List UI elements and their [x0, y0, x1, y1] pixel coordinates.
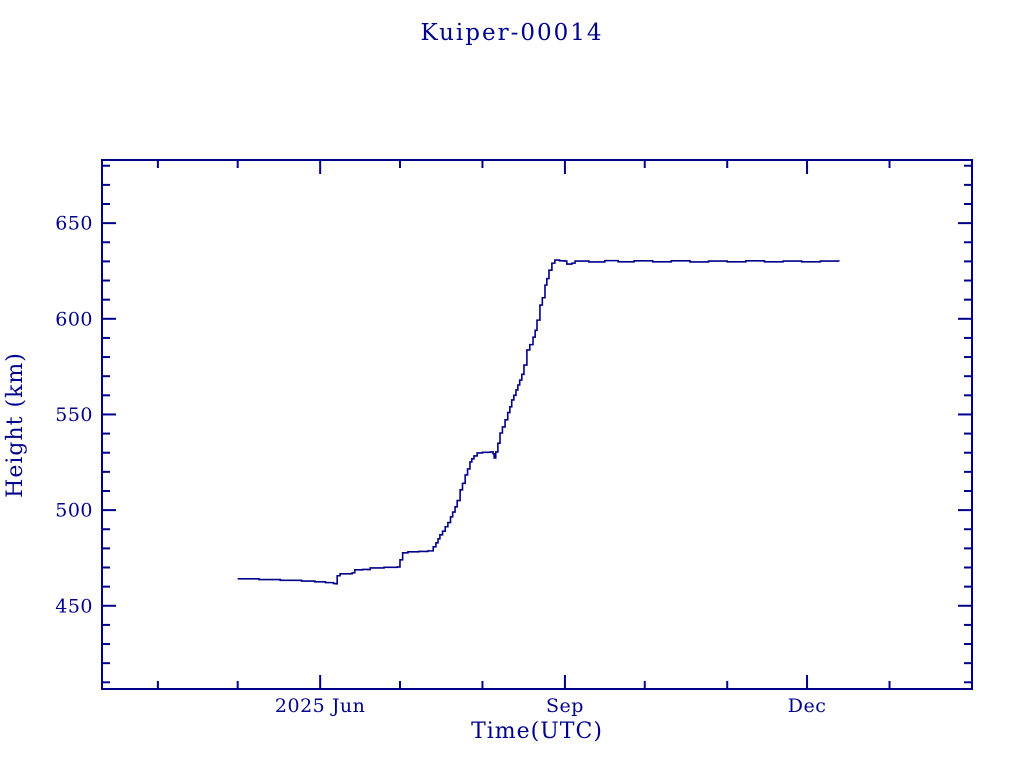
plot-frame — [101, 159, 973, 690]
tick-labels: 450 500 550 600 650 2025 Jun Sep Dec — [55, 213, 826, 717]
axis-ticks — [103, 161, 971, 688]
height-km-line — [237, 259, 840, 585]
frame-box — [101, 159, 973, 690]
y-tick-label: 600 — [55, 308, 93, 330]
y-tick-label: 550 — [55, 404, 93, 426]
y-tick-label: 450 — [55, 595, 93, 617]
x-tick-label: Dec — [788, 695, 827, 717]
y-tick-label: 650 — [55, 213, 93, 235]
x-tick-label: 2025 Jun — [275, 695, 365, 717]
y-axis-title: Height (km) — [3, 352, 28, 498]
x-axis-title: Time(UTC) — [471, 719, 603, 744]
x-tick-label: Sep — [546, 695, 584, 717]
chart-title: Kuiper-00014 — [420, 20, 603, 46]
y-tick-label: 500 — [55, 500, 93, 522]
data-series — [237, 259, 840, 585]
